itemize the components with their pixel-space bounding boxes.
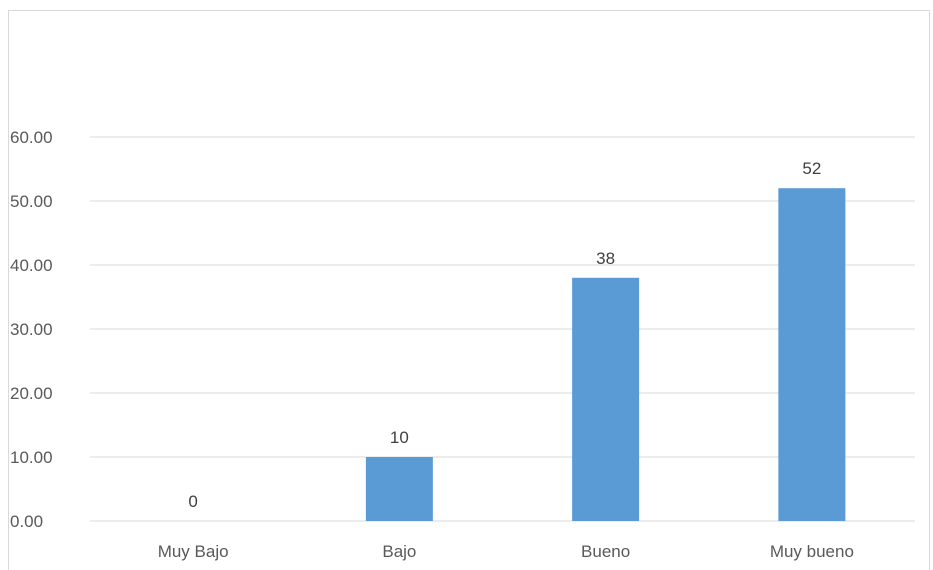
data-label: 0 bbox=[188, 492, 197, 511]
bars bbox=[365, 188, 846, 521]
y-tick-label: 0.00 bbox=[10, 512, 43, 531]
y-tick-label: 60.00 bbox=[10, 128, 53, 147]
data-label: 38 bbox=[596, 249, 615, 268]
y-axis-ticks: 0.00 10.00 20.00 30.00 40.00 50.00 60.00 bbox=[10, 128, 53, 531]
bar bbox=[778, 188, 846, 521]
y-tick-label: 20.00 bbox=[10, 384, 53, 403]
chart-frame bbox=[8, 10, 930, 570]
x-category-label: Bajo bbox=[382, 542, 416, 561]
y-tick-label: 30.00 bbox=[10, 320, 53, 339]
x-category-label: Muy bueno bbox=[770, 542, 854, 561]
data-label: 52 bbox=[802, 159, 821, 178]
bar bbox=[365, 457, 433, 521]
data-label: 10 bbox=[390, 428, 409, 447]
bar bbox=[572, 277, 640, 521]
data-labels: 0 10 38 52 bbox=[188, 159, 821, 511]
y-tick-label: 50.00 bbox=[10, 192, 53, 211]
x-category-label: Muy Bajo bbox=[158, 542, 229, 561]
x-axis-categories: Muy Bajo Bajo Bueno Muy bueno bbox=[158, 542, 854, 561]
gridlines bbox=[90, 136, 915, 522]
x-category-label: Bueno bbox=[581, 542, 630, 561]
y-tick-label: 40.00 bbox=[10, 256, 53, 275]
y-tick-label: 10.00 bbox=[10, 448, 53, 467]
